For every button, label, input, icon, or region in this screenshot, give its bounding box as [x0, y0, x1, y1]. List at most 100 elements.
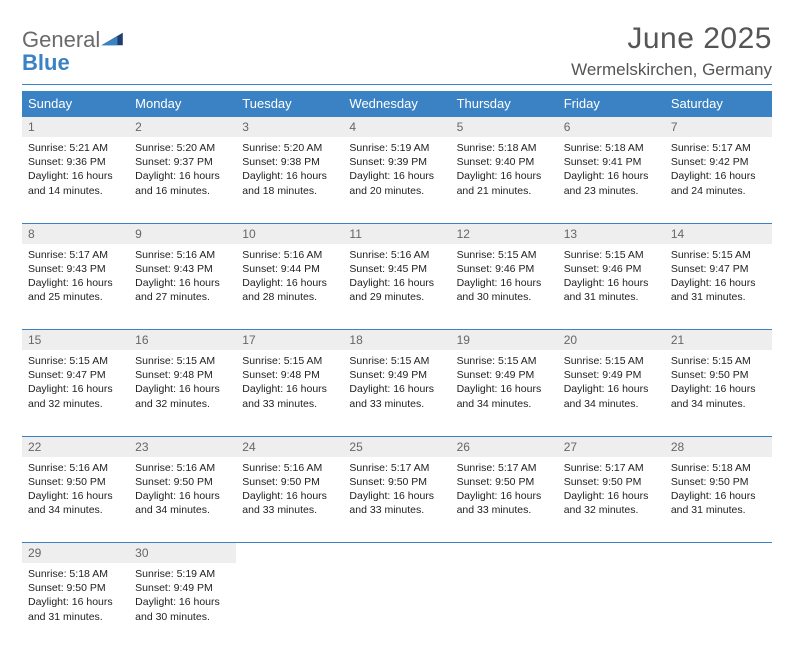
daylight-text-2: and 21 minutes. — [457, 184, 552, 198]
daylight-text: Daylight: 16 hours — [457, 382, 552, 396]
day-content-row: Sunrise: 5:15 AM Sunset: 9:47 PM Daylight:… — [22, 350, 772, 436]
day-header: Monday — [129, 91, 236, 117]
day-number-cell: 30 — [129, 543, 236, 564]
day-header: Wednesday — [343, 91, 450, 117]
daylight-text: Daylight: 16 hours — [349, 489, 444, 503]
day-content-cell: Sunrise: 5:16 AMSunset: 9:45 PMDaylight:… — [343, 244, 450, 330]
sunset-text: Sunset: 9:40 PM — [457, 155, 552, 169]
day-content-cell: Sunrise: 5:17 AMSunset: 9:42 PMDaylight:… — [665, 137, 772, 223]
daylight-text: Daylight: 16 hours — [28, 595, 123, 609]
sunset-text: Sunset: 9:39 PM — [349, 155, 444, 169]
day-content-cell: Sunrise: 5:18 AMSunset: 9:50 PMDaylight:… — [22, 563, 129, 649]
day-number-row: 891011121314 — [22, 223, 772, 244]
day-content-cell: Sunrise: 5:15 AMSunset: 9:47 PMDaylight:… — [665, 244, 772, 330]
day-content-row: Sunrise: 5:16 AMSunset: 9:50 PMDaylight:… — [22, 457, 772, 543]
daylight-text: Daylight: 16 hours — [349, 382, 444, 396]
day-number-cell — [343, 543, 450, 564]
header-divider — [22, 84, 772, 85]
sunset-text: Sunset: 9:49 PM — [135, 581, 230, 595]
daylight-text: Daylight: 16 hours — [564, 276, 659, 290]
sunrise-text: Sunrise: 5:15 AM — [457, 354, 552, 368]
logo-blue-row: General — [22, 50, 100, 76]
daylight-text-2: and 34 minutes. — [28, 503, 123, 517]
day-content-cell: Sunrise: 5:15 AMSunset: 9:49 PMDaylight:… — [558, 350, 665, 436]
sunset-text: Sunset: 9:36 PM — [28, 155, 123, 169]
daylight-text: Daylight: 16 hours — [242, 169, 337, 183]
sunrise-text: Sunrise: 5:16 AM — [135, 461, 230, 475]
day-content-row: Sunrise: 5:17 AMSunset: 9:43 PMDaylight:… — [22, 244, 772, 330]
daylight-text-2: and 32 minutes. — [135, 397, 230, 411]
daylight-text-2: and 33 minutes. — [349, 397, 444, 411]
day-content-cell: Sunrise: 5:16 AMSunset: 9:44 PMDaylight:… — [236, 244, 343, 330]
daylight-text: Daylight: 16 hours — [135, 489, 230, 503]
day-number-cell — [451, 543, 558, 564]
day-header: Tuesday — [236, 91, 343, 117]
daylight-text-2: and 31 minutes. — [564, 290, 659, 304]
day-header: Sunday — [22, 91, 129, 117]
day-number-cell: 21 — [665, 330, 772, 351]
sunset-text: Sunset: 9:41 PM — [564, 155, 659, 169]
day-number-cell: 7 — [665, 117, 772, 138]
sunset-text: Sunset: 9:48 PM — [242, 368, 337, 382]
location-label: Wermelskirchen, Germany — [571, 60, 772, 80]
day-number-cell: 15 — [22, 330, 129, 351]
daylight-text: Daylight: 16 hours — [135, 276, 230, 290]
day-content-cell — [343, 563, 450, 649]
day-number-row: 15161718192021 — [22, 330, 772, 351]
day-number-cell: 16 — [129, 330, 236, 351]
daylight-text: Daylight: 16 hours — [349, 276, 444, 290]
day-content-cell: Sunrise: 5:15 AMSunset: 9:47 PMDaylight:… — [22, 350, 129, 436]
day-content-cell: Sunrise: 5:19 AMSunset: 9:39 PMDaylight:… — [343, 137, 450, 223]
day-header: Friday — [558, 91, 665, 117]
daylight-text: Daylight: 16 hours — [28, 489, 123, 503]
daylight-text-2: and 32 minutes. — [28, 397, 123, 411]
daylight-text: Daylight: 16 hours — [671, 169, 766, 183]
daylight-text-2: and 29 minutes. — [349, 290, 444, 304]
day-number-cell: 29 — [22, 543, 129, 564]
day-content-cell: Sunrise: 5:15 AMSunset: 9:48 PMDaylight:… — [129, 350, 236, 436]
day-number-cell: 5 — [451, 117, 558, 138]
day-number-row: 22232425262728 — [22, 436, 772, 457]
sunrise-text: Sunrise: 5:20 AM — [242, 141, 337, 155]
sunset-text: Sunset: 9:47 PM — [28, 368, 123, 382]
daylight-text-2: and 31 minutes. — [671, 503, 766, 517]
daylight-text: Daylight: 16 hours — [349, 169, 444, 183]
sunset-text: Sunset: 9:37 PM — [135, 155, 230, 169]
day-content-cell: Sunrise: 5:16 AMSunset: 9:50 PMDaylight:… — [22, 457, 129, 543]
day-number-cell: 18 — [343, 330, 450, 351]
sunset-text: Sunset: 9:50 PM — [671, 368, 766, 382]
daylight-text-2: and 16 minutes. — [135, 184, 230, 198]
day-number-cell: 24 — [236, 436, 343, 457]
sunset-text: Sunset: 9:50 PM — [28, 475, 123, 489]
sunset-text: Sunset: 9:45 PM — [349, 262, 444, 276]
day-content-cell: Sunrise: 5:15 AMSunset: 9:46 PMDaylight:… — [558, 244, 665, 330]
day-number-cell: 25 — [343, 436, 450, 457]
sunset-text: Sunset: 9:50 PM — [671, 475, 766, 489]
sunrise-text: Sunrise: 5:18 AM — [457, 141, 552, 155]
sunrise-text: Sunrise: 5:15 AM — [349, 354, 444, 368]
daylight-text-2: and 24 minutes. — [671, 184, 766, 198]
month-title: June 2025 — [571, 22, 772, 56]
day-number-cell: 20 — [558, 330, 665, 351]
sunrise-text: Sunrise: 5:18 AM — [28, 567, 123, 581]
day-number-cell: 4 — [343, 117, 450, 138]
daylight-text: Daylight: 16 hours — [671, 276, 766, 290]
sunset-text: Sunset: 9:43 PM — [28, 262, 123, 276]
day-number-cell — [665, 543, 772, 564]
sunset-text: Sunset: 9:44 PM — [242, 262, 337, 276]
day-number-cell: 28 — [665, 436, 772, 457]
sunset-text: Sunset: 9:46 PM — [457, 262, 552, 276]
day-content-cell: Sunrise: 5:18 AMSunset: 9:50 PMDaylight:… — [665, 457, 772, 543]
title-block: June 2025 Wermelskirchen, Germany — [571, 22, 772, 80]
sunrise-text: Sunrise: 5:16 AM — [242, 248, 337, 262]
daylight-text: Daylight: 16 hours — [564, 382, 659, 396]
daylight-text-2: and 34 minutes. — [135, 503, 230, 517]
daylight-text: Daylight: 16 hours — [671, 382, 766, 396]
sunset-text: Sunset: 9:50 PM — [457, 475, 552, 489]
day-content-cell: Sunrise: 5:17 AMSunset: 9:50 PMDaylight:… — [558, 457, 665, 543]
daylight-text-2: and 18 minutes. — [242, 184, 337, 198]
sunset-text: Sunset: 9:50 PM — [242, 475, 337, 489]
daylight-text-2: and 34 minutes. — [457, 397, 552, 411]
daylight-text: Daylight: 16 hours — [564, 489, 659, 503]
day-number-cell — [236, 543, 343, 564]
